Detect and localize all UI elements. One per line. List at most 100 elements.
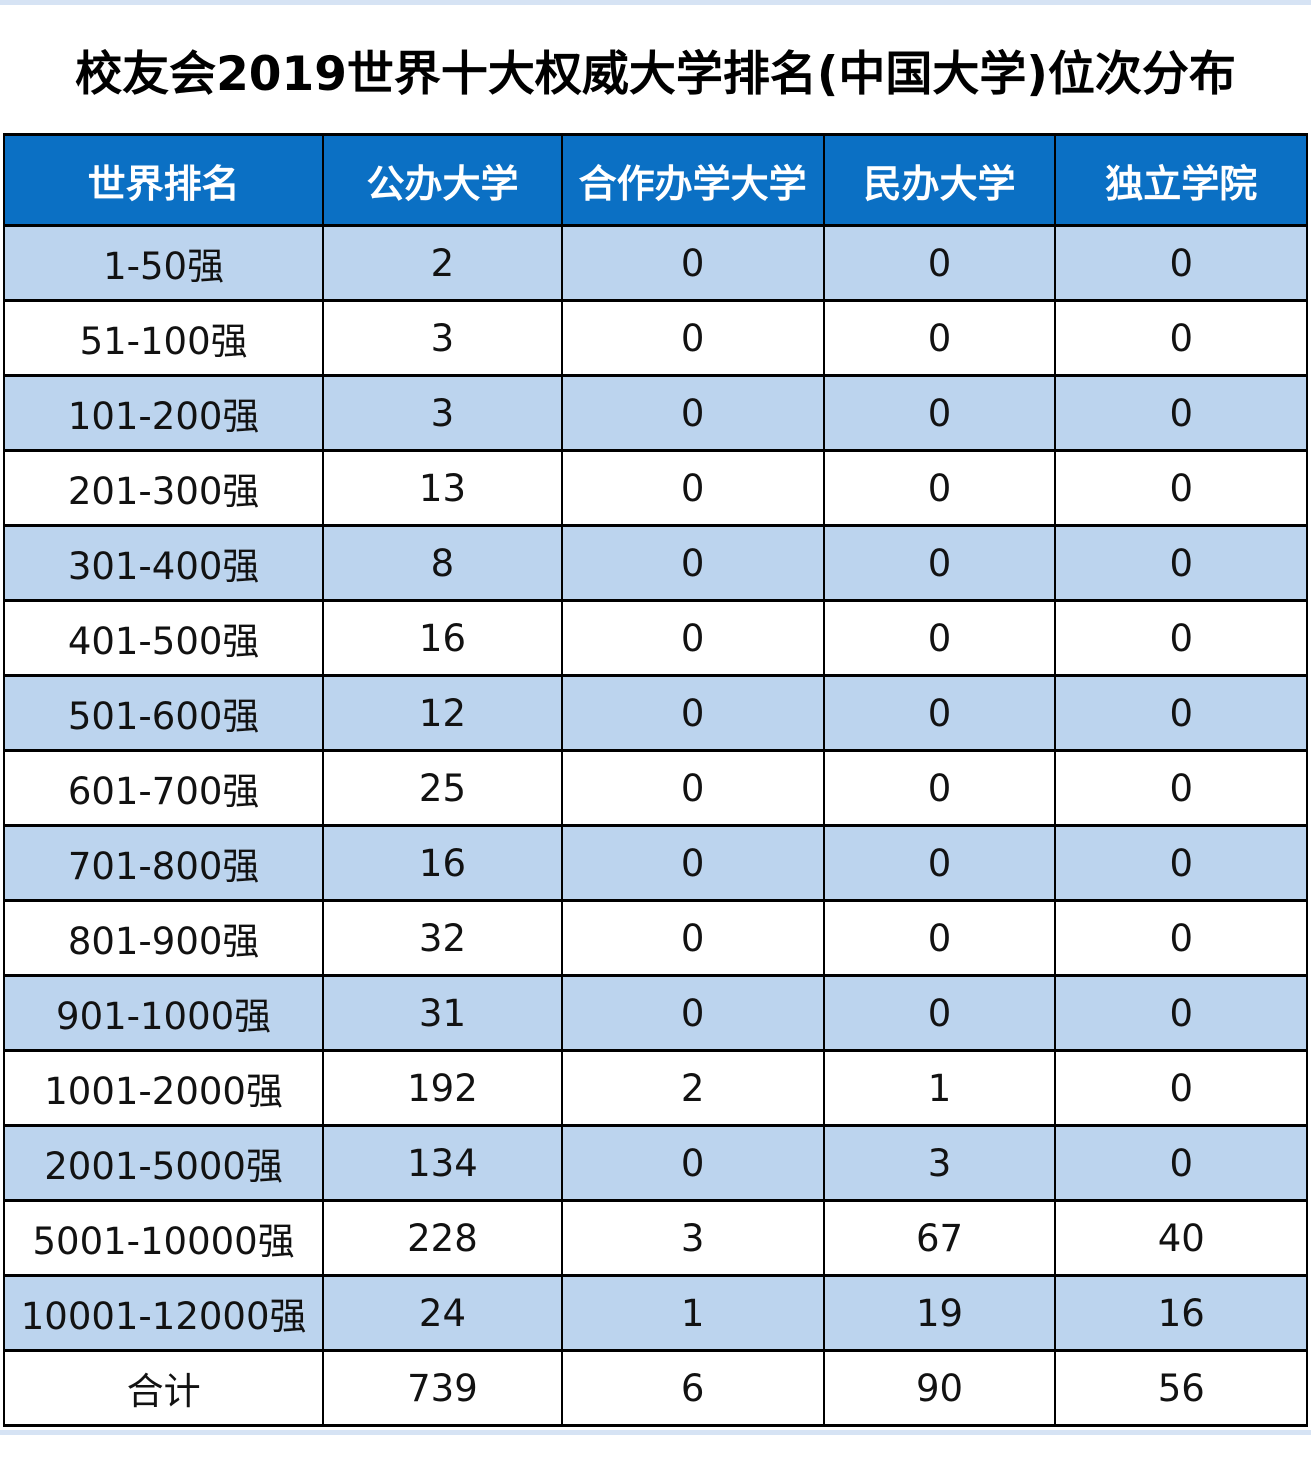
cell-public: 16: [322, 824, 563, 902]
table-row: 201-300强 13 0 0 0: [2, 449, 1308, 527]
cell-public: 228: [322, 1199, 563, 1277]
cell-independent: 0: [1054, 824, 1308, 902]
top-edge-strip: [0, 0, 1311, 5]
table-header: 世界排名 公办大学 合作办学大学 民办大学 独立学院: [2, 133, 1308, 227]
bottom-edge-strip: [0, 1430, 1311, 1435]
table-row: 501-600强 12 0 0 0: [2, 674, 1308, 752]
cell-joint: 0: [560, 224, 825, 302]
table-row-total: 合计 739 6 90 56: [2, 1349, 1308, 1427]
col-header-public: 公办大学: [322, 133, 563, 227]
cell-joint: 0: [560, 674, 825, 752]
cell-private: 1: [822, 1049, 1057, 1127]
col-header-world-rank: 世界排名: [2, 133, 325, 227]
cell-rank-range: 401-500强: [2, 599, 325, 677]
cell-public: 12: [322, 674, 563, 752]
cell-rank-range: 301-400强: [2, 524, 325, 602]
cell-joint: 2: [560, 1049, 825, 1127]
cell-joint: 0: [560, 824, 825, 902]
cell-private: 0: [822, 449, 1057, 527]
table-row: 1-50强 2 0 0 0: [2, 224, 1308, 302]
cell-joint: 6: [560, 1349, 825, 1427]
cell-private: 0: [822, 899, 1057, 977]
cell-private: 0: [822, 299, 1057, 377]
cell-private: 0: [822, 524, 1057, 602]
table-row: 701-800强 16 0 0 0: [2, 824, 1308, 902]
cell-rank-range: 10001-12000强: [2, 1274, 325, 1352]
cell-independent: 0: [1054, 674, 1308, 752]
cell-joint: 3: [560, 1199, 825, 1277]
cell-rank-range: 1001-2000强: [2, 1049, 325, 1127]
cell-joint: 0: [560, 974, 825, 1052]
cell-independent: 40: [1054, 1199, 1308, 1277]
cell-private: 0: [822, 749, 1057, 827]
cell-public: 25: [322, 749, 563, 827]
cell-joint: 0: [560, 1124, 825, 1202]
cell-public: 31: [322, 974, 563, 1052]
cell-public: 32: [322, 899, 563, 977]
cell-independent: 0: [1054, 749, 1308, 827]
cell-independent: 0: [1054, 899, 1308, 977]
cell-joint: 0: [560, 749, 825, 827]
table-row: 601-700强 25 0 0 0: [2, 749, 1308, 827]
cell-private: 19: [822, 1274, 1057, 1352]
cell-private: 0: [822, 674, 1057, 752]
header-row: 世界排名 公办大学 合作办学大学 民办大学 独立学院: [2, 133, 1308, 227]
col-header-independent: 独立学院: [1054, 133, 1308, 227]
cell-independent: 0: [1054, 974, 1308, 1052]
cell-public: 2: [322, 224, 563, 302]
table-body: 1-50强 2 0 0 0 51-100强 3 0 0 0 101-200强 3…: [2, 224, 1308, 1427]
cell-rank-range: 601-700强: [2, 749, 325, 827]
cell-independent: 0: [1054, 374, 1308, 452]
cell-private: 0: [822, 974, 1057, 1052]
table-row: 301-400强 8 0 0 0: [2, 524, 1308, 602]
col-header-joint: 合作办学大学: [560, 133, 825, 227]
cell-independent: 0: [1054, 1124, 1308, 1202]
cell-public: 3: [322, 374, 563, 452]
cell-joint: 0: [560, 449, 825, 527]
cell-public: 192: [322, 1049, 563, 1127]
table-row: 10001-12000强 24 1 19 16: [2, 1274, 1308, 1352]
cell-rank-range: 701-800强: [2, 824, 325, 902]
cell-public: 16: [322, 599, 563, 677]
cell-rank-range: 801-900强: [2, 899, 325, 977]
ranking-distribution-table: 世界排名 公办大学 合作办学大学 民办大学 独立学院 1-50强 2 0 0 0…: [2, 133, 1308, 1427]
cell-public: 24: [322, 1274, 563, 1352]
page-title: 校友会2019世界十大权威大学排名(中国大学)位次分布: [75, 46, 1236, 102]
cell-rank-range: 501-600强: [2, 674, 325, 752]
cell-rank-range: 101-200强: [2, 374, 325, 452]
cell-joint: 0: [560, 374, 825, 452]
cell-public: 739: [322, 1349, 563, 1427]
cell-private: 0: [822, 599, 1057, 677]
cell-independent: 0: [1054, 1049, 1308, 1127]
cell-rank-range: 5001-10000强: [2, 1199, 325, 1277]
cell-rank-range: 合计: [2, 1349, 325, 1427]
cell-private: 67: [822, 1199, 1057, 1277]
table-row: 801-900强 32 0 0 0: [2, 899, 1308, 977]
cell-independent: 0: [1054, 524, 1308, 602]
bottom-white-gap: [3, 1427, 1308, 1430]
cell-public: 13: [322, 449, 563, 527]
table-row: 2001-5000强 134 0 3 0: [2, 1124, 1308, 1202]
cell-private: 90: [822, 1349, 1057, 1427]
table-row: 401-500强 16 0 0 0: [2, 599, 1308, 677]
cell-rank-range: 51-100强: [2, 299, 325, 377]
cell-independent: 16: [1054, 1274, 1308, 1352]
table-row: 101-200强 3 0 0 0: [2, 374, 1308, 452]
cell-joint: 0: [560, 524, 825, 602]
cell-public: 8: [322, 524, 563, 602]
cell-private: 3: [822, 1124, 1057, 1202]
col-header-private: 民办大学: [822, 133, 1057, 227]
cell-independent: 0: [1054, 599, 1308, 677]
cell-rank-range: 1-50强: [2, 224, 325, 302]
cell-private: 0: [822, 224, 1057, 302]
cell-independent: 0: [1054, 224, 1308, 302]
cell-rank-range: 901-1000强: [2, 974, 325, 1052]
cell-public: 134: [322, 1124, 563, 1202]
cell-independent: 0: [1054, 299, 1308, 377]
page-frame: 校友会2019世界十大权威大学排名(中国大学)位次分布 世界排名 公办大学 合作…: [0, 5, 1311, 1430]
cell-rank-range: 2001-5000强: [2, 1124, 325, 1202]
cell-joint: 1: [560, 1274, 825, 1352]
cell-private: 0: [822, 824, 1057, 902]
cell-independent: 0: [1054, 449, 1308, 527]
table-row: 1001-2000强 192 2 1 0: [2, 1049, 1308, 1127]
